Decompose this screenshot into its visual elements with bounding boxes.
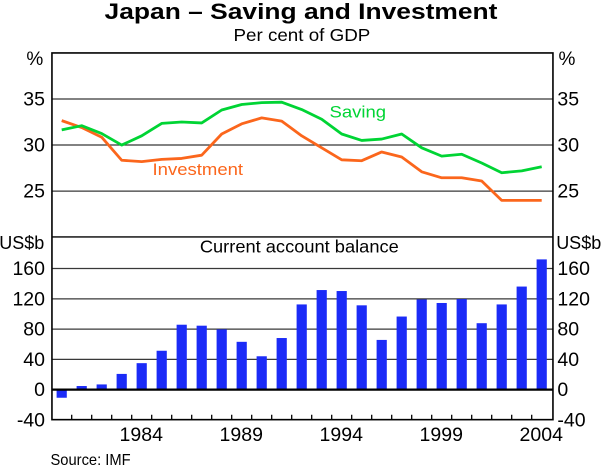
svg-text:Current account balance: Current account balance bbox=[200, 237, 399, 256]
svg-text:120: 120 bbox=[12, 288, 45, 310]
svg-text:30: 30 bbox=[23, 135, 45, 157]
svg-text:35: 35 bbox=[557, 89, 579, 111]
svg-text:Per cent of GDP: Per cent of GDP bbox=[233, 24, 370, 45]
svg-text:1984: 1984 bbox=[120, 424, 164, 446]
svg-text:160: 160 bbox=[12, 258, 45, 280]
svg-text:Saving: Saving bbox=[330, 102, 387, 121]
svg-text:US$b: US$b bbox=[0, 233, 44, 253]
svg-text:0: 0 bbox=[34, 379, 45, 401]
svg-text:80: 80 bbox=[557, 319, 579, 341]
svg-text:US$b: US$b bbox=[556, 233, 601, 253]
svg-text:%: % bbox=[559, 49, 576, 70]
svg-text:Japan – Saving and Investment: Japan – Saving and Investment bbox=[105, 0, 498, 24]
svg-text:40: 40 bbox=[23, 349, 45, 371]
svg-text:25: 25 bbox=[23, 181, 45, 203]
svg-text:40: 40 bbox=[557, 349, 579, 371]
svg-text:Source: IMF: Source: IMF bbox=[51, 451, 131, 466]
svg-text:80: 80 bbox=[23, 319, 45, 341]
svg-text:35: 35 bbox=[23, 89, 45, 111]
svg-text:1994: 1994 bbox=[320, 424, 364, 446]
svg-text:2004: 2004 bbox=[520, 424, 564, 446]
svg-text:%: % bbox=[26, 49, 43, 70]
svg-text:Investment: Investment bbox=[153, 160, 244, 179]
svg-text:-40: -40 bbox=[17, 410, 45, 432]
svg-text:25: 25 bbox=[557, 181, 579, 203]
svg-text:1999: 1999 bbox=[420, 424, 463, 446]
svg-text:0: 0 bbox=[557, 379, 568, 401]
svg-text:-40: -40 bbox=[557, 410, 585, 432]
svg-text:160: 160 bbox=[557, 258, 590, 280]
svg-text:1989: 1989 bbox=[220, 424, 263, 446]
svg-text:30: 30 bbox=[557, 135, 579, 157]
svg-text:120: 120 bbox=[557, 288, 590, 310]
